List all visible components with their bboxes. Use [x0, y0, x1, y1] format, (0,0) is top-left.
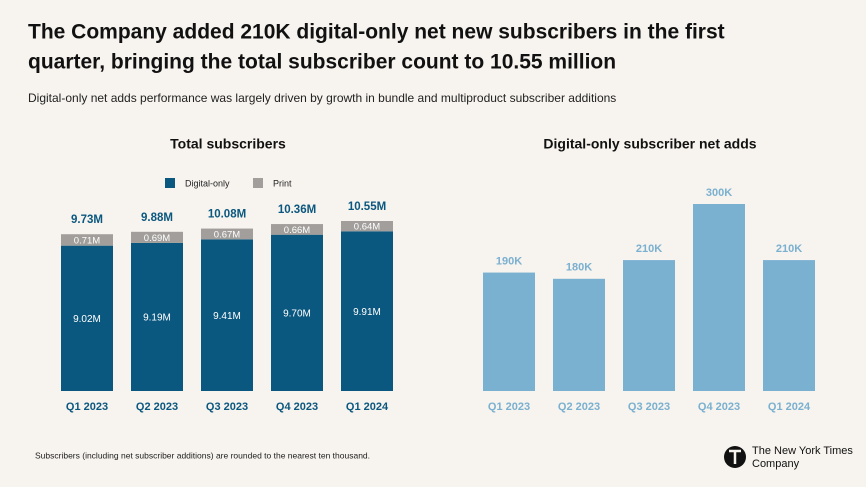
bar [623, 260, 675, 391]
x-tick-label: Q3 2023 [206, 401, 248, 413]
value-label: 9.02M [73, 314, 101, 325]
bar-segment [271, 224, 323, 235]
bar [553, 278, 605, 391]
value-label: 9.41M [213, 311, 241, 322]
x-tick-label: Q2 2023 [136, 401, 178, 413]
value-label: 210K [776, 243, 802, 255]
legend-label: Digital-only [185, 178, 230, 188]
value-label: 180K [566, 262, 592, 274]
x-tick-label: Q2 2023 [558, 401, 600, 413]
value-label: 210K [636, 243, 662, 255]
value-label: 0.67M [214, 229, 240, 240]
bar [693, 204, 745, 391]
chart-title: Total subscribers [170, 136, 286, 152]
x-tick-label: Q1 2023 [66, 401, 108, 413]
x-tick-label: Q4 2023 [276, 401, 318, 413]
bar-segment [201, 228, 253, 240]
value-label: 9.91M [353, 307, 381, 318]
title-line: The Company added 210K digital-only net … [28, 21, 725, 44]
x-tick-label: Q1 2024 [768, 401, 811, 413]
bar-segment [201, 239, 253, 391]
value-label: 300K [706, 187, 732, 199]
logo-glyph [729, 449, 741, 464]
bar [483, 272, 535, 391]
total-label: 9.88M [141, 212, 173, 224]
legend-swatch [253, 178, 263, 188]
legend-swatch [165, 178, 175, 188]
bar-segment [341, 221, 393, 232]
total-label: 9.73M [71, 214, 103, 226]
title-line: quarter, bringing the total subscriber c… [28, 51, 616, 74]
value-label: 0.66M [284, 225, 310, 236]
value-label: 0.69M [144, 233, 170, 244]
bar-segment [131, 231, 183, 243]
total-label: 10.08M [208, 209, 246, 221]
x-tick-label: Q1 2024 [346, 401, 389, 413]
total-label: 10.55M [348, 201, 386, 213]
bar-segment [341, 231, 393, 391]
value-label: 9.19M [143, 313, 171, 324]
x-tick-label: Q4 2023 [698, 401, 740, 413]
value-label: 0.71M [74, 235, 100, 246]
legend-label: Print [273, 178, 292, 188]
bar [763, 260, 815, 391]
subtitle: Digital-only net adds performance was la… [28, 91, 616, 105]
bar-segment [61, 234, 113, 246]
value-label: 9.70M [283, 308, 311, 319]
total-label: 10.36M [278, 204, 316, 216]
x-tick-label: Q3 2023 [628, 401, 670, 413]
bar-segment [61, 245, 113, 391]
value-label: 190K [496, 255, 522, 267]
chart-title: Digital-only subscriber net adds [543, 136, 756, 152]
logo-text: The New York Times [752, 445, 853, 457]
x-tick-label: Q1 2023 [488, 401, 530, 413]
value-label: 0.64M [354, 222, 380, 233]
logo-text: Company [752, 458, 800, 470]
bar-segment [271, 234, 323, 391]
logo: The New York Times Company [724, 445, 853, 470]
footnote: Subscribers (including net subscriber ad… [35, 450, 370, 460]
bar-segment [131, 242, 183, 391]
